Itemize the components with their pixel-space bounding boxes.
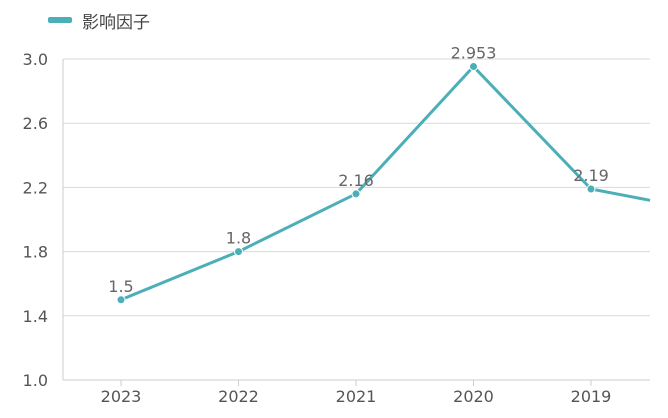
x-tick-label: 2020 [453, 387, 494, 406]
y-axis-ticks: 1.0 1.4 1.8 2.2 2.6 3.0 [23, 50, 48, 390]
data-point[interactable] [234, 247, 243, 257]
data-points [116, 62, 596, 305]
data-point[interactable] [469, 62, 478, 72]
grid [62, 58, 650, 381]
data-label: 1.5 [108, 277, 133, 296]
x-tick-label: 2021 [336, 387, 377, 406]
y-tick-label: 2.6 [23, 114, 48, 133]
y-tick-label: 1.4 [23, 307, 48, 326]
y-tick-label: 1.0 [23, 371, 48, 390]
data-labels: 1.5 1.8 2.16 2.953 2.19 [108, 44, 609, 296]
y-tick-label: 3.0 [23, 50, 48, 69]
x-tick-label: 2019 [571, 387, 612, 406]
y-tick-label: 2.2 [23, 178, 48, 197]
data-label: 2.16 [338, 171, 374, 190]
x-tick-label: 2022 [218, 387, 259, 406]
x-axis-ticks: 2023 2022 2021 2020 2019 [101, 380, 612, 406]
legend[interactable]: 影响因子 [48, 13, 150, 33]
data-point[interactable] [351, 189, 361, 199]
data-label: 1.8 [226, 229, 251, 248]
series-line [120, 65, 651, 302]
data-label: 2.953 [451, 44, 497, 63]
data-label: 2.19 [573, 166, 609, 185]
data-point[interactable] [586, 184, 596, 194]
x-tick-label: 2023 [101, 387, 142, 406]
legend-swatch [48, 17, 72, 23]
y-tick-label: 1.8 [23, 243, 48, 262]
legend-label: 影响因子 [82, 13, 150, 33]
data-point[interactable] [116, 295, 126, 305]
series-line-path [120, 65, 651, 302]
